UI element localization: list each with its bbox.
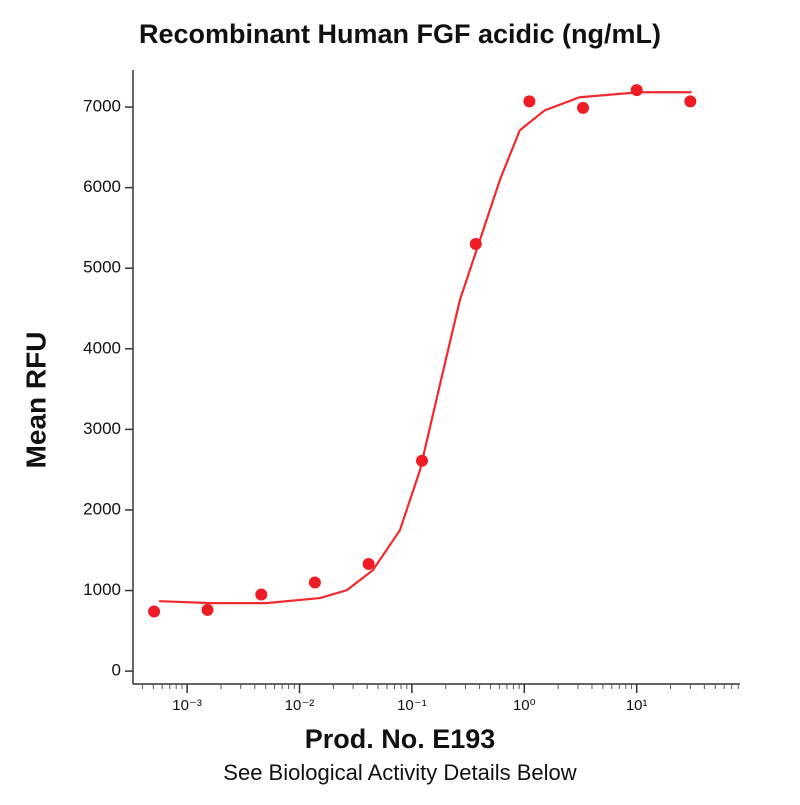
subtitle: See Biological Activity Details Below <box>223 760 576 785</box>
y-tick-label: 5000 <box>83 258 121 277</box>
chart-title: Recombinant Human FGF acidic (ng/mL) <box>139 19 661 49</box>
data-point <box>630 84 643 97</box>
data-point <box>255 588 268 601</box>
y-tick-label: 3000 <box>83 419 121 438</box>
x-tick-label: 10⁰ <box>513 697 536 714</box>
data-point <box>577 101 590 114</box>
data-point <box>362 557 375 570</box>
data-point <box>523 95 536 108</box>
data-point <box>308 576 321 589</box>
data-point <box>416 454 429 467</box>
data-point <box>201 603 214 616</box>
y-tick-label: 0 <box>112 661 121 680</box>
data-point <box>148 605 161 618</box>
x-tick-label: 10¹ <box>626 697 648 714</box>
y-axis-label: Mean RFU <box>20 332 51 469</box>
x-tick-label: 10⁻¹ <box>397 697 427 714</box>
y-tick-label: 4000 <box>83 338 121 357</box>
x-axis-label: Prod. No. E193 <box>305 724 496 754</box>
y-tick-label: 7000 <box>83 97 121 116</box>
y-tick-label: 1000 <box>83 580 121 599</box>
fit-curve <box>159 91 692 605</box>
data-point <box>684 95 697 108</box>
y-tick-label: 2000 <box>83 499 121 518</box>
y-tick-label: 6000 <box>83 177 121 196</box>
data-point <box>469 238 482 251</box>
x-tick-label: 10⁻³ <box>172 697 202 714</box>
x-tick-label: 10⁻² <box>285 697 315 714</box>
